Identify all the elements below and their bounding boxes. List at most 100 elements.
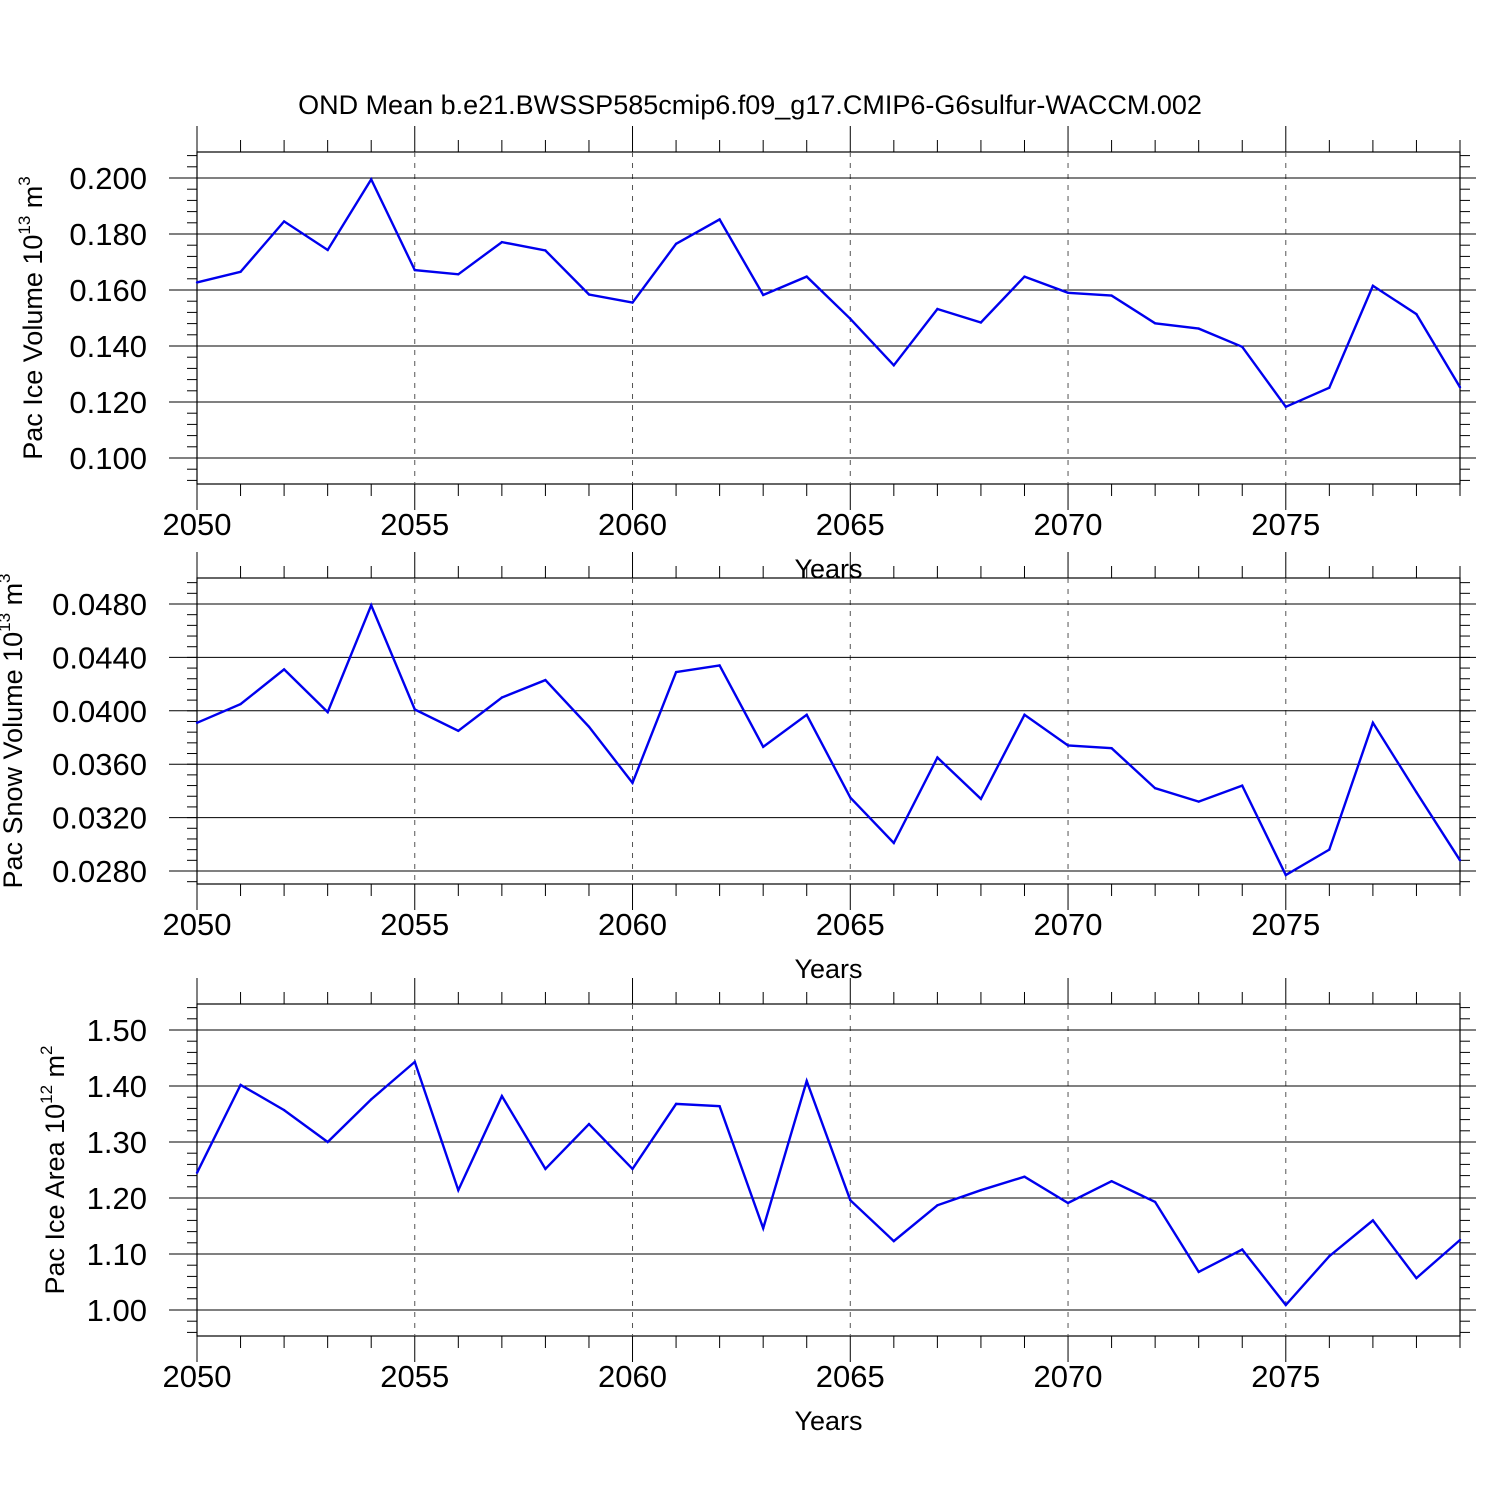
series-line: [196, 176, 1462, 409]
data-point: [849, 1199, 852, 1202]
data-point: [631, 781, 634, 785]
data-point: [1328, 1255, 1331, 1258]
data-point: [500, 240, 504, 244]
data-point: [544, 249, 547, 252]
data-point: [849, 796, 852, 799]
data-point: [1284, 405, 1288, 408]
data-point: [1241, 345, 1244, 348]
data-point: [805, 275, 808, 278]
data-point: [282, 1108, 286, 1112]
data-point: [1110, 747, 1113, 750]
data-point: [1458, 859, 1462, 862]
data-point: [1371, 284, 1375, 287]
data-point: [762, 1227, 765, 1230]
y-axis-label-part: 2: [37, 1045, 56, 1054]
data-point: [1415, 791, 1418, 794]
data-point: [849, 317, 852, 320]
x-tick-label: 2070: [1034, 1359, 1103, 1394]
x-tick-label: 2050: [163, 1359, 232, 1394]
y-axis-label: Pac Ice Volume 1013 m3: [15, 176, 48, 460]
x-tick-label: 2060: [598, 1359, 667, 1394]
y-tick-label: 0.160: [69, 273, 147, 308]
data-point: [718, 1105, 721, 1108]
y-tick-label: 1.50: [87, 1013, 147, 1048]
data-point: [587, 725, 591, 728]
y-tick-label: 1.40: [87, 1069, 147, 1104]
data-point: [1415, 1276, 1418, 1280]
data-point: [1241, 784, 1244, 787]
data-point: [282, 668, 286, 671]
y-axis-label-part: 3: [0, 573, 14, 582]
data-point: [1284, 1303, 1288, 1307]
data-point: [1066, 291, 1070, 294]
y-tick-label: 0.100: [69, 441, 147, 476]
data-point: [1458, 1238, 1462, 1242]
data-point: [1197, 327, 1200, 330]
data-point: [1066, 744, 1070, 747]
data-point: [718, 664, 721, 667]
data-point: [674, 670, 678, 674]
data-point: [1066, 1201, 1070, 1205]
y-axis-label: Pac Ice Area 1012 m2: [37, 1045, 70, 1294]
plot-frame: [196, 577, 1461, 885]
y-tick-label: 1.20: [87, 1181, 147, 1216]
y-tick-label: 0.200: [69, 161, 147, 196]
data-point: [979, 321, 983, 324]
x-tick-label: 2060: [598, 507, 667, 542]
x-tick-label: 2065: [816, 507, 885, 542]
y-axis-label-part: m: [0, 583, 28, 613]
data-point: [1110, 1180, 1113, 1183]
data-point: [674, 242, 678, 245]
data-point: [544, 678, 547, 682]
data-point: [936, 1204, 939, 1207]
y-axis-label-part: Pac Ice Area 10: [40, 1104, 70, 1295]
x-tick-label: 2050: [163, 907, 232, 942]
data-point: [457, 1189, 460, 1192]
data-point: [413, 268, 416, 272]
data-point: [718, 218, 721, 221]
y-tick-label: 1.10: [87, 1237, 147, 1272]
y-tick-label: 0.0480: [52, 587, 147, 622]
data-point: [544, 1167, 547, 1171]
data-point: [1153, 787, 1157, 790]
y-tick-label: 0.0360: [52, 747, 147, 782]
data-point: [892, 841, 895, 845]
data-point: [326, 710, 329, 714]
x-tick-label: 2055: [380, 1359, 449, 1394]
data-point: [631, 1167, 634, 1171]
x-tick-label: 2055: [380, 907, 449, 942]
data-point: [195, 1171, 199, 1175]
data-point: [239, 1083, 242, 1087]
x-tick-label: 2075: [1251, 507, 1320, 542]
data-point: [892, 1239, 895, 1243]
y-axis-label-part: Pac Snow Volume 10: [0, 632, 28, 889]
data-point: [1197, 1270, 1200, 1274]
data-point: [239, 702, 242, 706]
y-tick-label: 1.00: [87, 1293, 147, 1328]
data-point: [457, 729, 460, 732]
data-point: [1241, 1248, 1244, 1251]
data-point: [1415, 312, 1418, 316]
y-tick-label: 1.30: [87, 1125, 147, 1160]
data-point: [936, 307, 939, 311]
x-tick-label: 2075: [1251, 907, 1320, 942]
data-point: [1110, 294, 1113, 297]
data-point: [587, 293, 591, 296]
plot-frame: [196, 1003, 1461, 1337]
data-point: [326, 248, 329, 252]
x-tick-label: 2065: [816, 1359, 885, 1394]
panel-pac-snow-volume: 0.0280 0.0320 0.0360 0.0400 0.0440 0.0480 2050…: [0, 552, 1476, 984]
y-axis-label-part: 12: [37, 1085, 56, 1104]
series-line: [196, 602, 1462, 877]
data-point: [892, 364, 895, 367]
data-point: [1371, 721, 1375, 724]
y-axis-label-part: Pac Ice Volume 10: [18, 235, 48, 460]
plot-frame: [196, 151, 1461, 485]
y-axis-label-part: 13: [15, 216, 34, 235]
y-tick-label: 0.0400: [52, 694, 147, 729]
data-point: [500, 696, 504, 699]
panel-pac-ice-area: 1.00 1.10 1.20 1.30 1.40 1.50 2050 2055 2060 2065…: [37, 978, 1476, 1436]
x-tick-label: 2065: [816, 907, 885, 942]
data-point: [1371, 1219, 1375, 1222]
